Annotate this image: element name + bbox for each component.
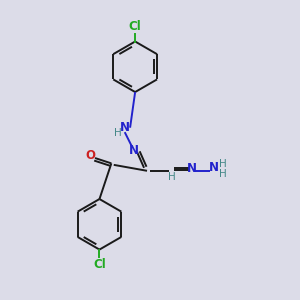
Text: O: O (85, 149, 95, 162)
Text: N: N (209, 161, 219, 174)
Text: H: H (168, 172, 176, 182)
Text: Cl: Cl (93, 258, 106, 271)
Text: H: H (114, 128, 122, 138)
Text: N: N (129, 143, 139, 157)
Text: N: N (187, 162, 196, 175)
Text: N: N (120, 121, 130, 134)
Text: H: H (219, 159, 227, 169)
Text: Cl: Cl (129, 20, 142, 33)
Text: H: H (219, 169, 227, 179)
